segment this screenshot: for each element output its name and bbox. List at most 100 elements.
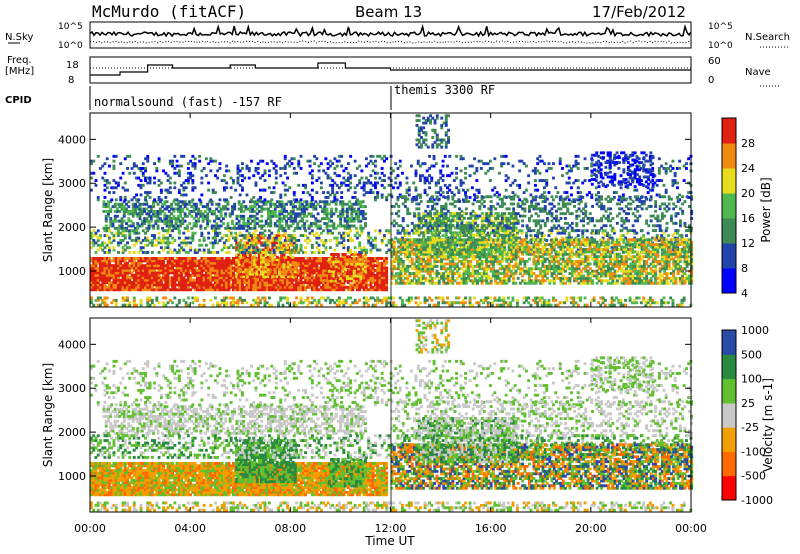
power-cell (272, 243, 276, 247)
power-cell (236, 285, 240, 289)
power-cell (103, 266, 107, 270)
power-cell (108, 259, 111, 263)
power-cell (217, 202, 221, 206)
power-cell (234, 285, 238, 289)
power-cell (612, 229, 616, 233)
power-cell (227, 269, 231, 272)
power-cell (200, 283, 204, 287)
power-cell (164, 273, 168, 277)
power-cell (117, 288, 120, 292)
power-cell (237, 219, 241, 223)
power-cell (308, 239, 312, 242)
power-cell (369, 269, 373, 272)
power-cell (182, 266, 186, 270)
power-cell (274, 285, 278, 289)
power-cell (374, 281, 377, 284)
power-cell (301, 281, 305, 284)
power-cell (207, 285, 211, 289)
power-cell (337, 266, 341, 270)
power-cell (261, 281, 265, 284)
power-cell (232, 259, 235, 263)
power-cell (171, 283, 174, 287)
power-cell (186, 229, 190, 233)
power-cell (263, 285, 267, 289)
power-cell (272, 278, 276, 282)
power-cell (283, 229, 287, 233)
power-cell (101, 257, 105, 260)
power-cell (371, 273, 375, 277)
power-cell (255, 241, 259, 245)
power-cell (164, 278, 168, 282)
power-cell (117, 266, 120, 270)
power-cell (128, 259, 132, 263)
power-cell (319, 285, 323, 289)
power-cell (173, 271, 177, 275)
power-cell (336, 253, 340, 256)
power-cell (123, 264, 127, 268)
power-cell (339, 269, 343, 273)
power-cell (150, 269, 154, 272)
power-cell (385, 276, 389, 280)
power-cell (265, 278, 269, 282)
power-cell (380, 261, 384, 265)
power-cell (280, 258, 284, 262)
power-cell (328, 281, 332, 284)
power-cell (137, 264, 141, 268)
power-cell (260, 253, 263, 257)
power-cell (209, 281, 213, 284)
power-cell (340, 281, 344, 284)
power-cell (289, 265, 293, 269)
power-cell (380, 276, 384, 280)
power-cell (385, 283, 389, 287)
power-cell (141, 281, 145, 284)
power-cell (273, 241, 277, 245)
power-cell (336, 260, 340, 264)
power-cell (92, 281, 96, 284)
power-cell (635, 231, 639, 235)
power-cell (184, 288, 188, 292)
power-cell (164, 257, 168, 260)
power-cell (110, 281, 114, 284)
power-cell (278, 270, 281, 274)
power-cell (334, 265, 338, 268)
power-cell (150, 266, 154, 270)
power-cell (186, 271, 190, 275)
power-cell (360, 264, 364, 268)
power-cell (352, 219, 356, 223)
power-cell (266, 239, 270, 242)
power-cell (232, 283, 235, 287)
power-cell (646, 231, 650, 235)
power-cell (103, 269, 107, 272)
power-cell (166, 288, 170, 292)
power-cell (173, 273, 177, 277)
power-cell (123, 269, 127, 272)
power-cell (268, 281, 271, 284)
power-cell (339, 262, 343, 266)
power-cell (304, 266, 307, 270)
power-cell (204, 257, 208, 260)
power-cell (268, 288, 271, 292)
power-cell (202, 261, 206, 265)
power-cell (234, 278, 238, 282)
power-cell (141, 257, 145, 260)
power-cell (313, 281, 316, 284)
power-cell (130, 288, 134, 292)
power-cell (139, 288, 143, 292)
power-cell (92, 264, 96, 268)
power-cell (315, 273, 319, 277)
power-cell (146, 266, 150, 270)
power-cell (383, 266, 386, 270)
power-cell (108, 278, 111, 282)
power-cell (330, 279, 333, 283)
power-cell (327, 257, 331, 261)
power-cell (114, 276, 118, 280)
power-cell (244, 265, 248, 269)
power-cell (112, 257, 116, 260)
power-cell (376, 257, 380, 260)
power-cell (251, 275, 254, 279)
power-cell (123, 285, 127, 289)
power-cell (127, 205, 131, 209)
power-cell (209, 269, 213, 272)
power-cell (207, 264, 211, 268)
power-cell (128, 278, 132, 282)
